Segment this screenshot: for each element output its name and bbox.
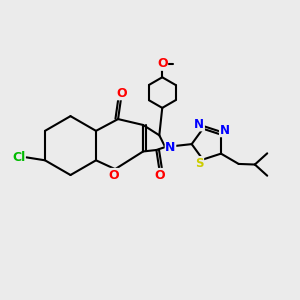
Text: O: O [157, 57, 168, 70]
Text: S: S [195, 157, 204, 169]
Text: O: O [108, 169, 119, 182]
Text: N: N [220, 124, 230, 137]
Text: N: N [194, 118, 204, 131]
Text: O: O [154, 169, 165, 182]
Text: N: N [165, 141, 176, 154]
Text: Cl: Cl [12, 151, 25, 164]
Text: O: O [116, 87, 127, 100]
